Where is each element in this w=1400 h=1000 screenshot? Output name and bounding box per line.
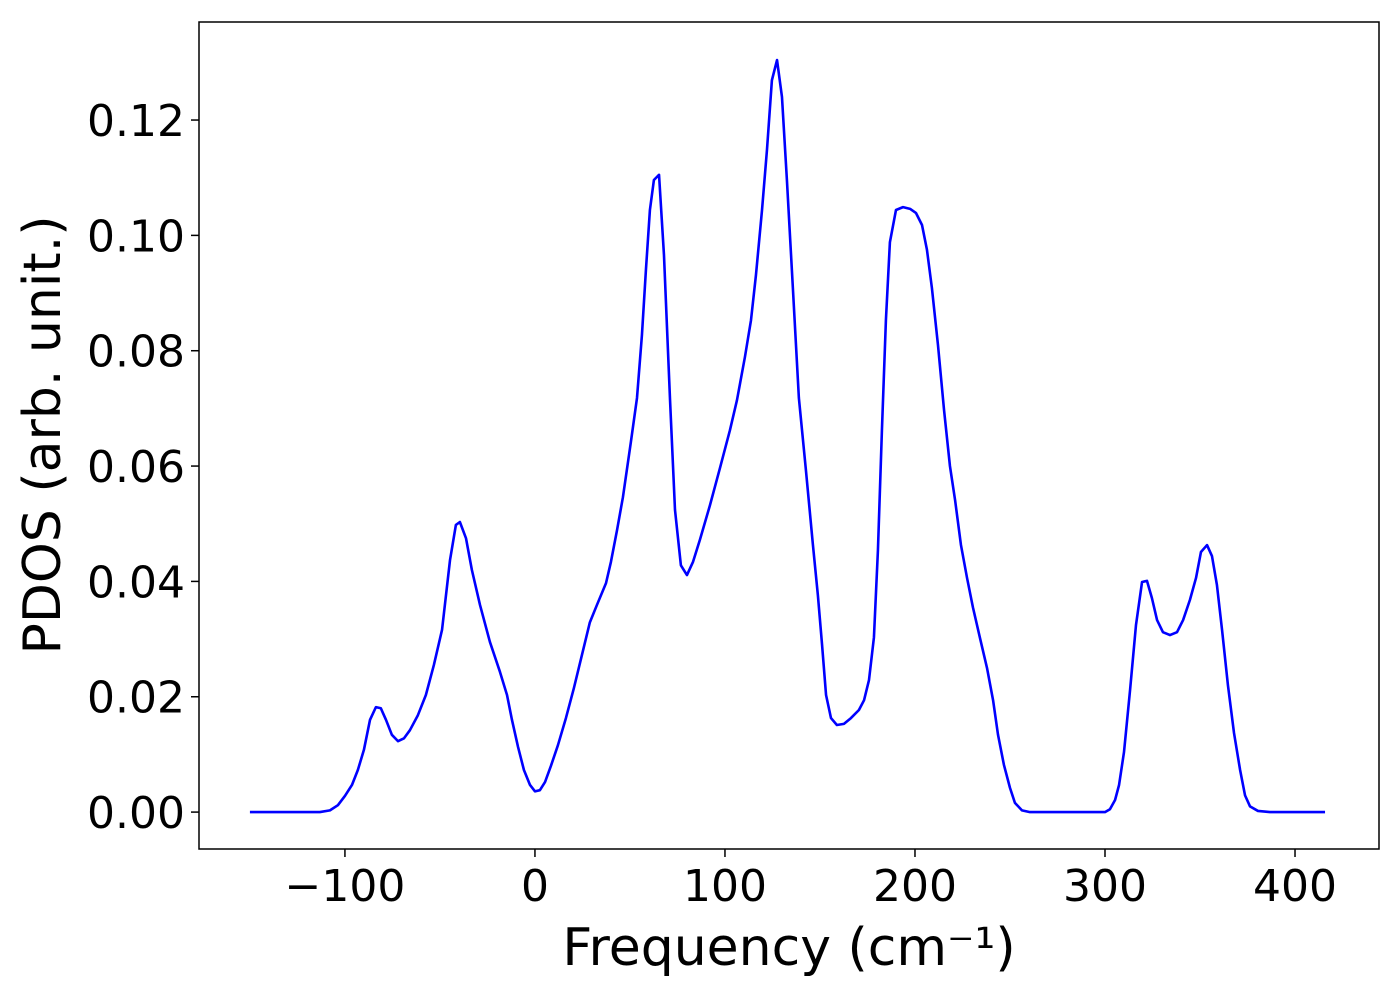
x-axis-label: Frequency (cm⁻¹) (562, 918, 1015, 978)
x-tick-label: −100 (285, 861, 406, 912)
data-line (249, 58, 1326, 814)
x-tick-label: 200 (873, 861, 957, 912)
plot-frame (198, 21, 1380, 850)
x-tick-label: 400 (1253, 861, 1337, 912)
x-tick-label: 100 (683, 861, 767, 912)
y-tick-label: 0.12 (87, 96, 185, 147)
y-tick-label: 0.02 (87, 673, 185, 724)
x-tick-label: 0 (521, 861, 549, 912)
y-tick-label: 0.06 (87, 442, 185, 493)
y-tick-label: 0.00 (87, 788, 185, 839)
y-axis-label: PDOS (arb. unit.) (13, 215, 73, 654)
x-tick-label: 300 (1063, 861, 1147, 912)
y-tick-label: 0.08 (87, 327, 185, 378)
y-tick-label: 0.04 (87, 557, 185, 608)
y-tick-label: 0.10 (87, 211, 185, 262)
